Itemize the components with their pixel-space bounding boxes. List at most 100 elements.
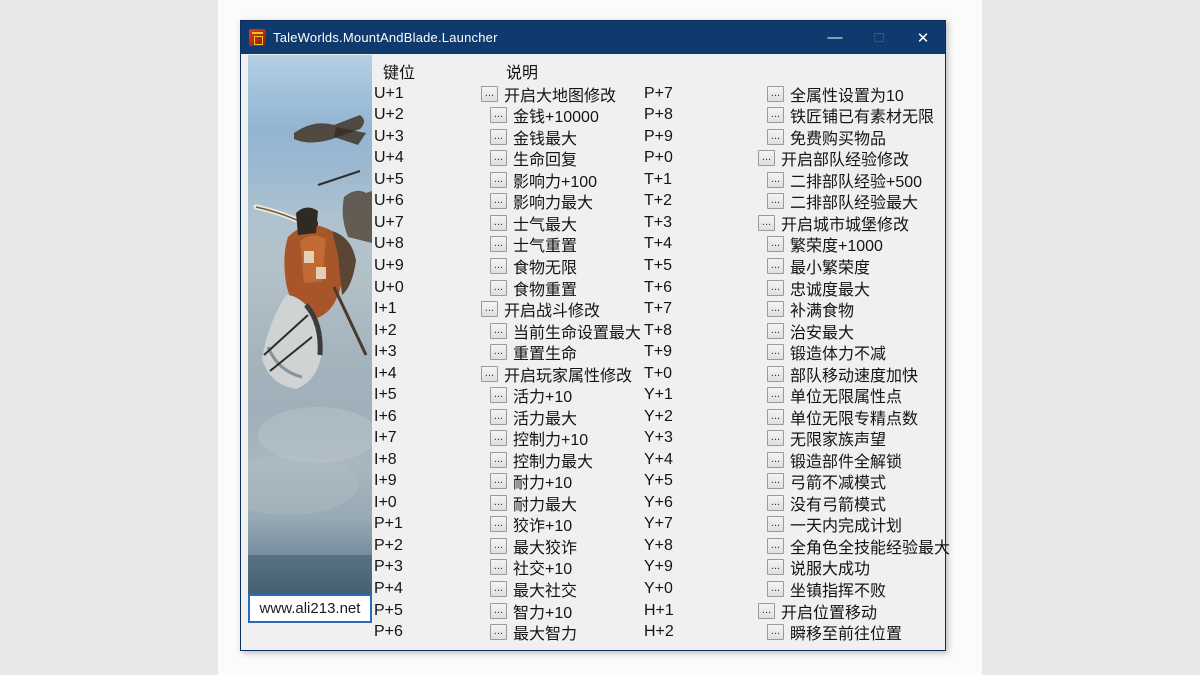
- cheat-description: 开启战斗修改: [504, 303, 601, 321]
- hotkey-row: I+3... 重置生命: [374, 341, 646, 363]
- hotkey-row: I+5... 活力+10: [374, 384, 646, 406]
- hotkey-row: P+6... 最大智力: [374, 621, 646, 643]
- cheat-description: 说服大成功: [790, 561, 871, 579]
- cheat-description: 控制力最大: [513, 453, 594, 471]
- hotkey-label: U+7: [374, 213, 404, 231]
- options-button[interactable]: ...: [490, 214, 507, 231]
- options-button[interactable]: ...: [767, 279, 784, 296]
- hotkey-row: P+0... 开启部队经验修改: [644, 148, 944, 169]
- options-button[interactable]: ...: [767, 171, 784, 188]
- hotkey-row: Y+0... 坐镇指挥不败: [644, 578, 944, 600]
- options-button[interactable]: ...: [490, 128, 507, 145]
- options-button[interactable]: ...: [767, 473, 784, 490]
- options-button[interactable]: ...: [490, 408, 507, 425]
- options-button[interactable]: ...: [767, 193, 784, 210]
- hotkey-row: H+2... 瞬移至前往位置: [644, 621, 944, 643]
- options-button[interactable]: ...: [767, 451, 784, 468]
- options-button[interactable]: ...: [481, 301, 498, 318]
- hotkey-label: T+5: [644, 257, 673, 275]
- hotkey-label: U+5: [374, 170, 404, 188]
- maximize-button[interactable]: □: [857, 21, 901, 54]
- cheat-description: 开启大地图修改: [504, 87, 617, 105]
- titlebar[interactable]: TaleWorlds.MountAndBlade.Launcher — □ ✕: [241, 21, 945, 54]
- cheat-description: 补满食物: [790, 303, 855, 321]
- cheat-description: 当前生命设置最大: [513, 324, 642, 342]
- options-button[interactable]: ...: [767, 301, 784, 318]
- options-button[interactable]: ...: [490, 430, 507, 447]
- options-button[interactable]: ...: [767, 516, 784, 533]
- options-button[interactable]: ...: [490, 171, 507, 188]
- cheat-description: 食物无限: [513, 260, 578, 278]
- options-button[interactable]: ...: [767, 494, 784, 511]
- hotkey-label: P+9: [644, 127, 673, 145]
- trainer-window: TaleWorlds.MountAndBlade.Launcher — □ ✕: [240, 20, 950, 651]
- cheat-description: 金钱+10000: [513, 109, 599, 127]
- options-button[interactable]: ...: [767, 258, 784, 275]
- hotkey-label: I+3: [374, 343, 397, 361]
- options-button[interactable]: ...: [758, 150, 775, 167]
- window-content: Mount&Blade II BANNERLORD www.ali213.net…: [241, 54, 950, 650]
- options-button[interactable]: ...: [490, 150, 507, 167]
- options-button[interactable]: ...: [758, 602, 775, 619]
- options-button[interactable]: ...: [481, 365, 498, 382]
- options-button[interactable]: ...: [490, 559, 507, 576]
- cheat-description: 瞬移至前往位置: [790, 626, 903, 644]
- trainer-app-icon: [249, 29, 266, 46]
- hotkey-row: I+0... 耐力最大: [374, 492, 646, 514]
- hotkey-row: U+0... 食物重置: [374, 277, 646, 299]
- options-button[interactable]: ...: [490, 494, 507, 511]
- options-button[interactable]: ...: [767, 128, 784, 145]
- window-title: TaleWorlds.MountAndBlade.Launcher: [273, 30, 498, 45]
- options-button[interactable]: ...: [490, 387, 507, 404]
- options-button[interactable]: ...: [490, 193, 507, 210]
- cheat-description: 最大社交: [513, 582, 578, 600]
- options-button[interactable]: ...: [767, 387, 784, 404]
- hotkey-label: T+9: [644, 343, 673, 361]
- cheat-description: 弓箭不减模式: [790, 475, 887, 493]
- options-button[interactable]: ...: [490, 624, 507, 641]
- hotkey-label: Y+4: [644, 450, 673, 468]
- hotkey-row: Y+7... 一天内完成计划: [644, 514, 944, 535]
- cheat-description: 影响力+100: [513, 173, 598, 191]
- options-button[interactable]: ...: [490, 236, 507, 253]
- options-button[interactable]: ...: [767, 408, 784, 425]
- options-button[interactable]: ...: [767, 85, 784, 102]
- hotkey-label: P+1: [374, 515, 403, 533]
- options-button[interactable]: ...: [490, 473, 507, 490]
- options-button[interactable]: ...: [490, 451, 507, 468]
- cheat-description: 金钱最大: [513, 130, 578, 148]
- options-button[interactable]: ...: [767, 107, 784, 124]
- cheat-description: 治安最大: [790, 324, 855, 342]
- hotkey-row: U+4... 生命回复: [374, 148, 646, 169]
- options-button[interactable]: ...: [767, 559, 784, 576]
- hotkey-row: P+5... 智力+10: [374, 600, 646, 622]
- options-button[interactable]: ...: [767, 624, 784, 641]
- options-button[interactable]: ...: [490, 580, 507, 597]
- options-button[interactable]: ...: [767, 322, 784, 339]
- options-button[interactable]: ...: [490, 537, 507, 554]
- site-url: www.ali213.net: [259, 600, 361, 617]
- site-url-box[interactable]: www.ali213.net: [248, 594, 372, 623]
- options-button[interactable]: ...: [490, 279, 507, 296]
- options-button[interactable]: ...: [767, 537, 784, 554]
- options-button[interactable]: ...: [767, 236, 784, 253]
- options-button[interactable]: ...: [481, 85, 498, 102]
- options-button[interactable]: ...: [490, 258, 507, 275]
- cheat-description: 部队移动速度加快: [790, 367, 919, 385]
- options-button[interactable]: ...: [767, 580, 784, 597]
- options-button[interactable]: ...: [490, 602, 507, 619]
- hotkey-row: Y+6... 没有弓箭模式: [644, 492, 944, 514]
- options-button[interactable]: ...: [490, 516, 507, 533]
- hotkey-row: T+7... 补满食物: [644, 298, 944, 320]
- hotkey-label: I+5: [374, 386, 397, 404]
- options-button[interactable]: ...: [490, 322, 507, 339]
- options-button[interactable]: ...: [767, 365, 784, 382]
- options-button[interactable]: ...: [490, 107, 507, 124]
- options-button[interactable]: ...: [767, 430, 784, 447]
- options-button[interactable]: ...: [490, 344, 507, 361]
- options-button[interactable]: ...: [767, 344, 784, 361]
- minimize-button[interactable]: —: [813, 21, 857, 54]
- options-button[interactable]: ...: [758, 214, 775, 231]
- cheat-description: 二排部队经验+500: [790, 173, 923, 191]
- close-button[interactable]: ✕: [901, 21, 945, 54]
